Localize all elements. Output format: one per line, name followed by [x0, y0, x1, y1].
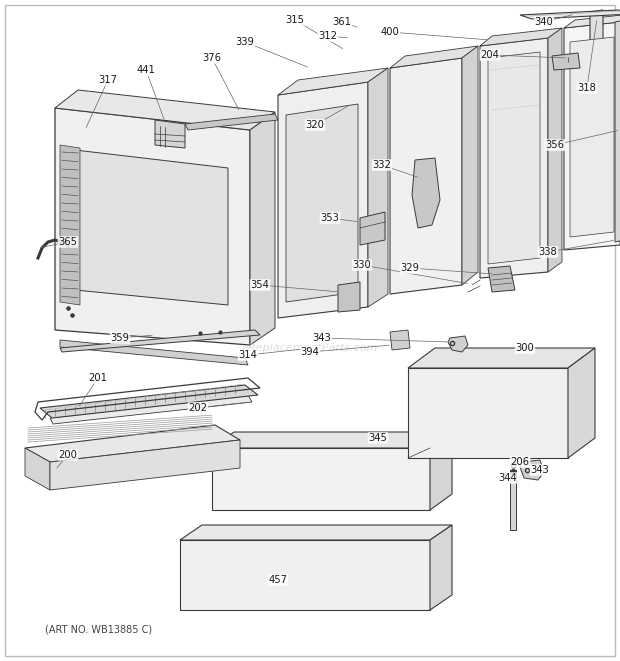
Text: 201: 201	[89, 373, 107, 383]
Polygon shape	[430, 525, 452, 610]
Polygon shape	[590, 10, 603, 100]
Polygon shape	[286, 104, 358, 302]
Polygon shape	[185, 114, 278, 130]
Polygon shape	[462, 46, 478, 285]
Text: 340: 340	[534, 17, 554, 27]
Polygon shape	[250, 112, 275, 345]
Text: 376: 376	[203, 53, 221, 63]
Text: 329: 329	[401, 263, 420, 273]
Text: 332: 332	[373, 160, 391, 170]
Text: 394: 394	[301, 347, 319, 357]
Text: 345: 345	[368, 433, 388, 443]
Text: 361: 361	[332, 17, 352, 27]
Polygon shape	[212, 448, 430, 510]
Polygon shape	[480, 38, 548, 278]
Polygon shape	[75, 150, 228, 305]
Text: 338: 338	[539, 247, 557, 257]
Text: 200: 200	[58, 450, 78, 460]
Text: (ART NO. WB13885 C): (ART NO. WB13885 C)	[45, 625, 152, 635]
Text: 330: 330	[353, 260, 371, 270]
Polygon shape	[520, 10, 620, 19]
Polygon shape	[60, 145, 80, 305]
Text: 400: 400	[381, 27, 399, 37]
Polygon shape	[60, 330, 260, 352]
Polygon shape	[552, 53, 580, 70]
Polygon shape	[520, 460, 544, 480]
Polygon shape	[480, 28, 562, 46]
Text: 339: 339	[236, 37, 254, 47]
Text: 359: 359	[110, 333, 130, 343]
Polygon shape	[55, 90, 275, 130]
Text: 320: 320	[306, 120, 324, 130]
Polygon shape	[448, 336, 468, 352]
Polygon shape	[615, 20, 620, 242]
Polygon shape	[278, 82, 368, 318]
Polygon shape	[390, 46, 478, 68]
Polygon shape	[60, 340, 248, 365]
Text: 365: 365	[58, 237, 78, 247]
Polygon shape	[180, 540, 430, 610]
Polygon shape	[564, 14, 620, 28]
Polygon shape	[568, 348, 595, 458]
Text: 441: 441	[136, 65, 156, 75]
Text: 318: 318	[578, 83, 596, 93]
Polygon shape	[212, 432, 452, 448]
Polygon shape	[180, 525, 452, 540]
Polygon shape	[548, 28, 562, 272]
Polygon shape	[25, 425, 240, 462]
Text: 315: 315	[285, 15, 304, 25]
Polygon shape	[430, 432, 452, 510]
Polygon shape	[390, 330, 410, 350]
Polygon shape	[390, 58, 462, 294]
Polygon shape	[338, 282, 360, 312]
Text: 343: 343	[312, 333, 331, 343]
Polygon shape	[570, 37, 614, 237]
Polygon shape	[278, 68, 388, 95]
Polygon shape	[408, 348, 595, 368]
Polygon shape	[360, 212, 385, 245]
Text: 354: 354	[250, 280, 270, 290]
Polygon shape	[510, 470, 516, 530]
Text: 356: 356	[546, 140, 564, 150]
Text: 312: 312	[319, 31, 337, 41]
Polygon shape	[50, 395, 252, 424]
Text: eReplacementParts.com: eReplacementParts.com	[242, 343, 378, 353]
Polygon shape	[25, 448, 50, 490]
Polygon shape	[488, 266, 515, 292]
Polygon shape	[55, 108, 250, 345]
Polygon shape	[412, 158, 440, 228]
Text: 344: 344	[498, 473, 517, 483]
Text: 300: 300	[516, 343, 534, 353]
Polygon shape	[488, 52, 540, 264]
Text: 343: 343	[531, 465, 549, 475]
Polygon shape	[155, 120, 185, 148]
Text: 204: 204	[480, 50, 500, 60]
Text: 353: 353	[321, 213, 339, 223]
Polygon shape	[50, 440, 240, 490]
Polygon shape	[368, 68, 388, 307]
Text: 314: 314	[239, 350, 257, 360]
Text: 457: 457	[268, 575, 288, 585]
Text: 206: 206	[510, 457, 529, 467]
Text: 202: 202	[188, 403, 208, 413]
Polygon shape	[40, 385, 258, 418]
Polygon shape	[564, 22, 620, 250]
Polygon shape	[408, 368, 568, 458]
Text: 317: 317	[99, 75, 118, 85]
